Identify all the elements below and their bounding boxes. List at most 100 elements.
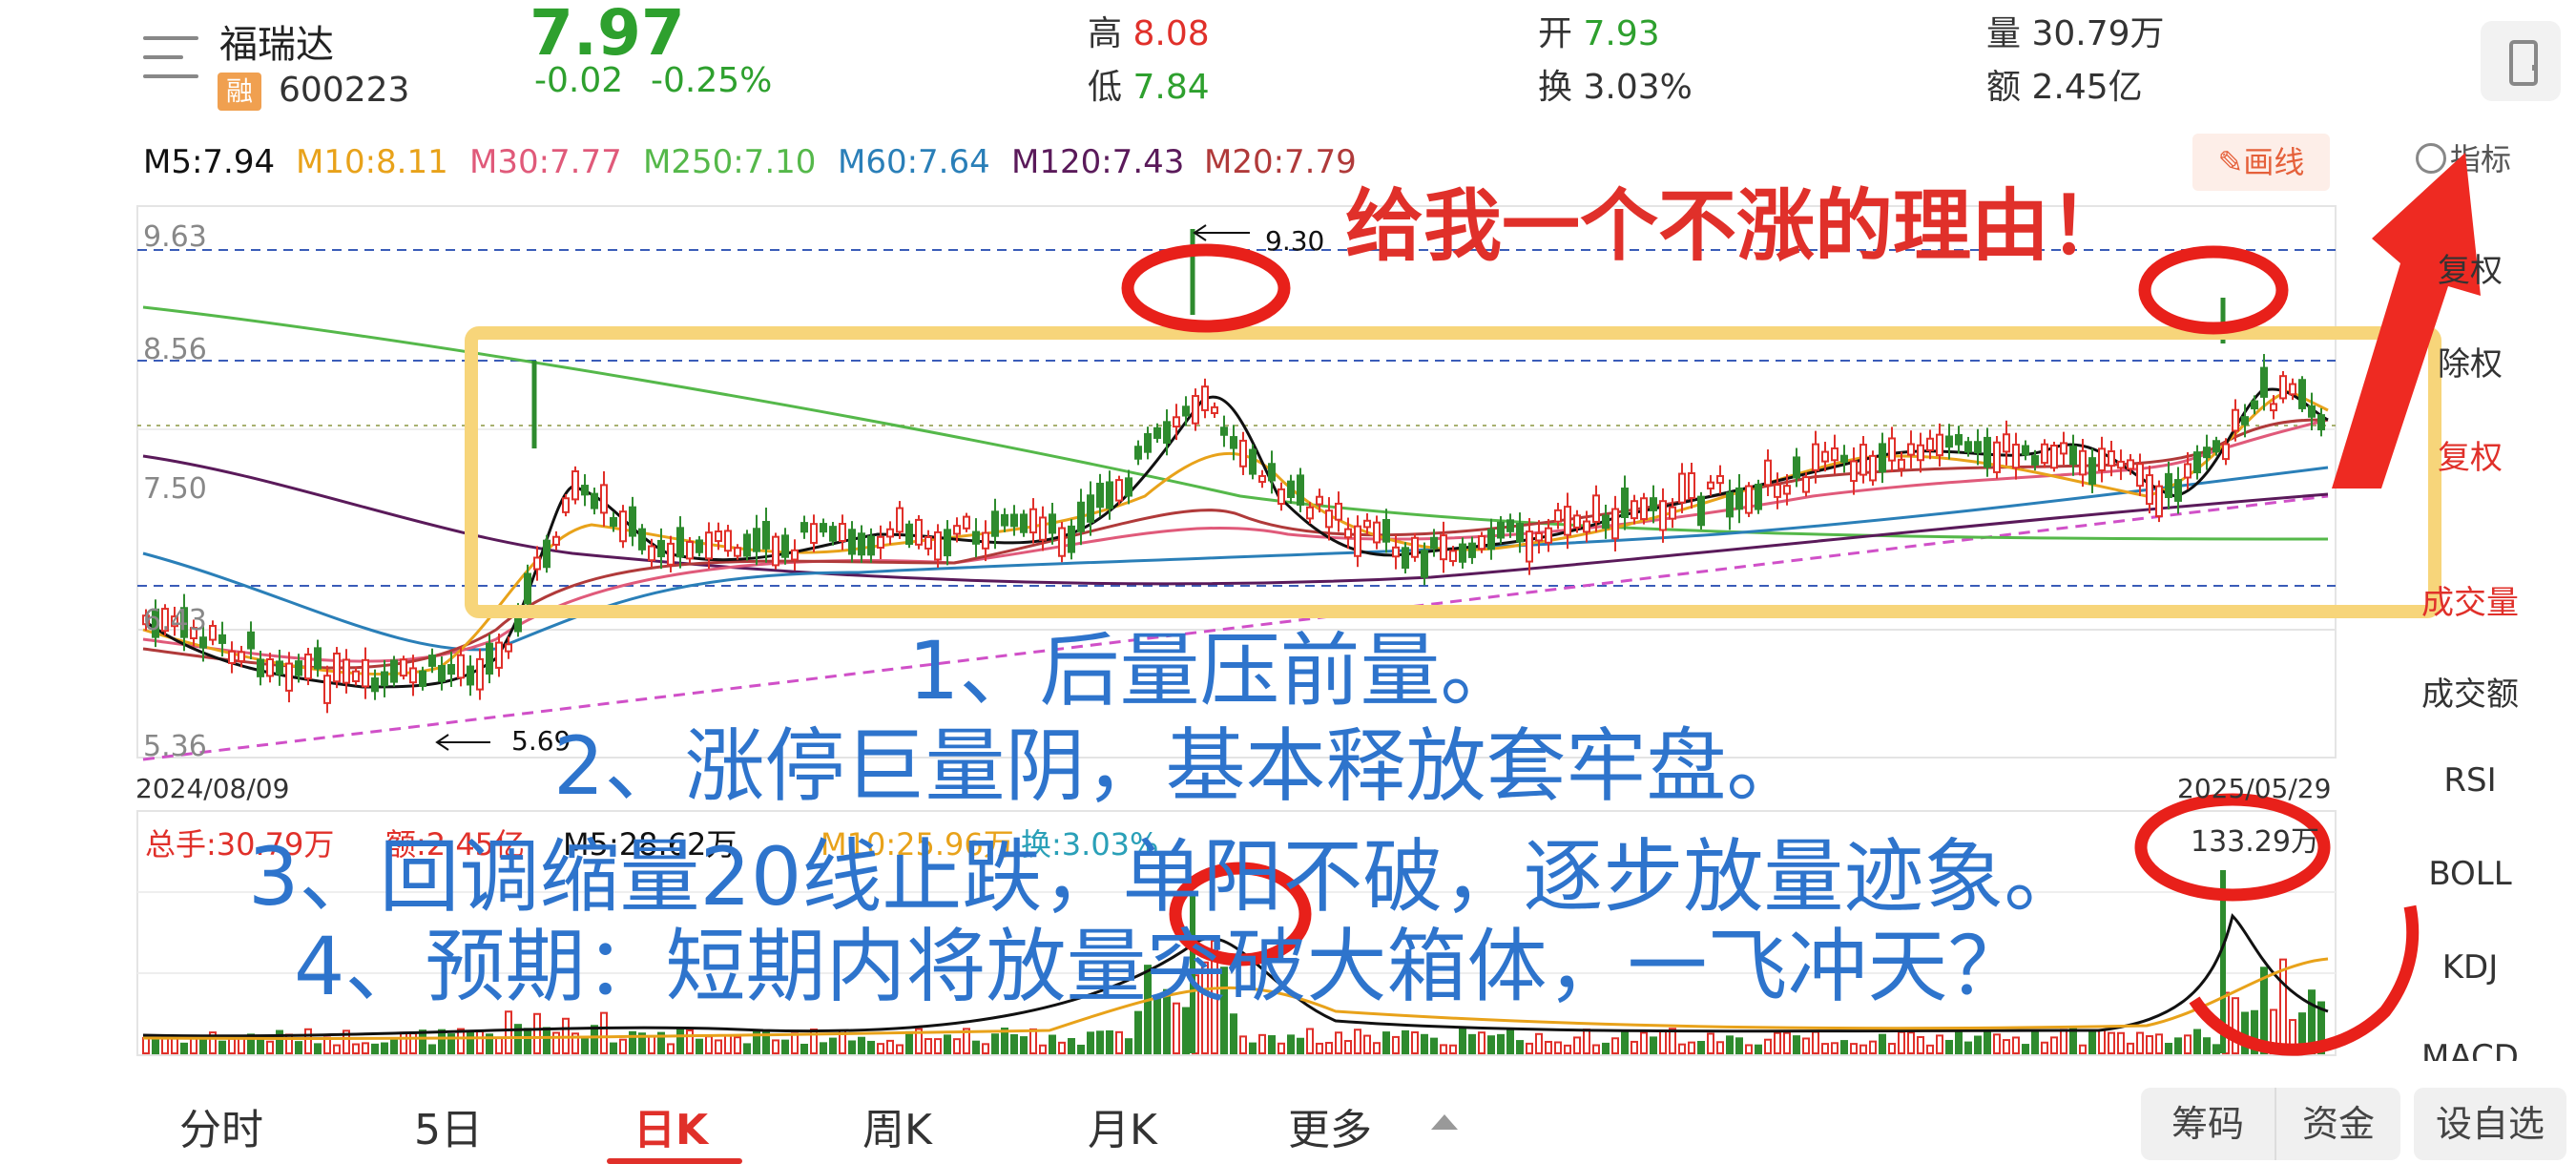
stock-name: 福瑞达 — [219, 23, 334, 67]
funds-button[interactable]: 资金 — [2275, 1088, 2400, 1160]
candle-body — [2117, 460, 2125, 469]
side-turnover[interactable]: 成交额 — [2421, 676, 2519, 714]
candle-body — [1039, 516, 1047, 541]
tab-monthly-k[interactable]: 月K — [1088, 1106, 1157, 1154]
candle-body — [1201, 385, 1209, 411]
volume-bar — [1182, 1007, 1190, 1055]
volume-bar — [1487, 1035, 1495, 1055]
tab-intraday[interactable]: 分时 — [179, 1106, 263, 1154]
candle-body — [762, 520, 770, 550]
volume-bar — [1545, 1040, 1552, 1055]
caret-up-icon[interactable] — [1431, 1114, 1458, 1130]
landscape-toggle-button[interactable] — [2481, 21, 2561, 101]
ma5-line — [142, 387, 2329, 689]
side-rsi[interactable]: RSI — [2443, 761, 2497, 800]
annotation-line-4: 4、预期：短期内将放量突破大箱体，一飞冲天？ — [294, 920, 2028, 1013]
side-forward-adjust[interactable]: 复权 — [2438, 252, 2503, 290]
side-macd[interactable]: MACD — [2421, 1038, 2519, 1061]
candle-body — [1554, 509, 1562, 523]
indicator-icon — [2416, 143, 2446, 174]
volume-bar — [1010, 1034, 1018, 1054]
candle-body — [1058, 527, 1066, 557]
candle-body — [1373, 521, 1381, 544]
volume-total-legend: 总手:30.79万 — [145, 826, 334, 863]
volume-bar — [724, 1034, 732, 1054]
tab-5day[interactable]: 5日 — [414, 1106, 483, 1154]
candle-body — [2088, 457, 2096, 485]
volume-bar — [1049, 1034, 1056, 1055]
candle-body — [915, 518, 923, 546]
chips-button[interactable]: 筹码 — [2141, 1088, 2275, 1160]
candle-body — [600, 484, 608, 514]
active-tab-indicator — [607, 1158, 742, 1164]
candle-body — [1984, 436, 1991, 468]
candle-body — [2108, 450, 2115, 468]
side-ex-rights[interactable]: 除权 — [2438, 345, 2503, 384]
candle-body — [1764, 459, 1772, 487]
current-price: 7.97 — [530, 0, 685, 70]
tab-daily-k[interactable]: 日K — [634, 1106, 709, 1154]
candle-body — [1821, 450, 1829, 463]
candle-body — [524, 572, 531, 605]
volume-bar — [2193, 1029, 2201, 1055]
volume-bar — [1688, 1041, 1695, 1054]
menu-icon[interactable] — [143, 36, 198, 82]
candle-body — [362, 658, 369, 688]
candle-body — [1440, 534, 1447, 561]
volume-ma5-line — [142, 913, 2329, 1038]
draw-line-button[interactable]: ✎画线 — [2192, 134, 2330, 191]
volume-bar — [2146, 1035, 2153, 1054]
volume-bar — [1440, 1044, 1447, 1055]
side-boll[interactable]: BOLL — [2428, 855, 2512, 893]
side-kdj[interactable]: KDJ — [2441, 948, 2499, 987]
volume-bar — [1115, 1030, 1123, 1054]
tab-more[interactable]: 更多 — [1288, 1106, 1372, 1154]
candle-body — [400, 658, 407, 677]
tab-weekly-k[interactable]: 周K — [862, 1106, 932, 1154]
candle-body — [562, 497, 570, 513]
side-back-adjust[interactable]: 复权 — [2438, 439, 2503, 477]
candle-body — [257, 658, 264, 677]
volume-bar — [2069, 1028, 2077, 1055]
volume-bar — [1058, 1041, 1066, 1054]
candle-body — [2146, 474, 2153, 506]
volume-bar — [1650, 1036, 1657, 1054]
candle-body — [438, 664, 446, 682]
volume-bar — [734, 1036, 741, 1055]
candle-body — [1993, 441, 2001, 473]
side-volume[interactable]: 成交量 — [2421, 584, 2519, 622]
candle-body — [1134, 446, 1142, 460]
ma20-legend: M20:7.79 — [1204, 143, 1357, 181]
candle-body — [1602, 514, 1610, 530]
volume-bar — [1335, 1031, 1342, 1055]
candle-body — [791, 549, 799, 561]
candle-body — [2165, 472, 2172, 498]
volume-bar — [1602, 1042, 1610, 1055]
candle-body — [266, 658, 274, 677]
volume-bar — [180, 1042, 188, 1055]
volume-bar — [705, 1035, 713, 1054]
volume-bar — [2022, 1044, 2029, 1054]
candle-body — [1325, 509, 1333, 529]
volume-bar — [2098, 1029, 2106, 1055]
volume-amount-legend: 额:2.45亿 — [385, 826, 525, 863]
candle-body — [1802, 476, 1810, 493]
candle-body — [1125, 477, 1132, 497]
volume-bar — [1382, 1031, 1390, 1055]
candle-body — [228, 650, 236, 664]
volume-bar — [1859, 1044, 1867, 1055]
open-value: 7.93 — [1583, 14, 1660, 53]
ma120-line — [142, 454, 2329, 586]
volume-bar — [1516, 1040, 1524, 1055]
candle-body — [2184, 463, 2192, 479]
candle-body — [886, 528, 894, 538]
date-start-label: 2024/08/09 — [135, 773, 289, 804]
candle-body — [371, 677, 379, 693]
low-value: 7.84 — [1132, 68, 1210, 107]
candle-body — [1144, 432, 1152, 453]
volume-bar — [543, 1027, 551, 1054]
add-watchlist-button[interactable]: 设自选 — [2414, 1088, 2566, 1160]
volume-bar — [1249, 1042, 1257, 1054]
volume-bar — [886, 1039, 894, 1054]
